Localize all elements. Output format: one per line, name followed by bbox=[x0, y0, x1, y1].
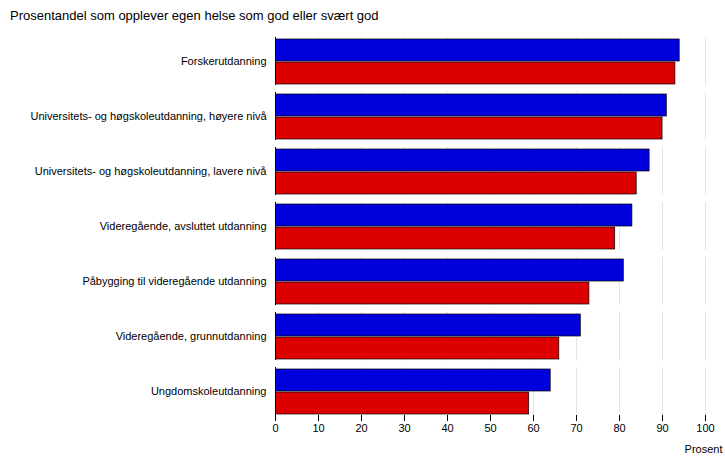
svg-text:90: 90 bbox=[656, 422, 668, 434]
svg-text:30: 30 bbox=[398, 422, 410, 434]
svg-text:10: 10 bbox=[312, 422, 324, 434]
svg-text:50: 50 bbox=[484, 422, 496, 434]
svg-text:Påbygging til videregående utd: Påbygging til videregående utdanning bbox=[82, 275, 266, 287]
svg-text:60: 60 bbox=[527, 422, 539, 434]
svg-text:Videregående, avsluttet utdann: Videregående, avsluttet utdanning bbox=[100, 220, 267, 232]
svg-text:Forskerutdanning: Forskerutdanning bbox=[181, 55, 267, 67]
svg-text:Prosent: Prosent bbox=[685, 443, 723, 455]
svg-text:40: 40 bbox=[441, 422, 453, 434]
svg-text:Universitets- og høgskoleutdan: Universitets- og høgskoleutdanning, lave… bbox=[35, 165, 268, 177]
svg-text:Ungdomskoleutdanning: Ungdomskoleutdanning bbox=[151, 385, 267, 397]
svg-text:0: 0 bbox=[272, 422, 278, 434]
svg-text:Videregående, grunnutdanning: Videregående, grunnutdanning bbox=[116, 330, 267, 342]
svg-text:Universitets- og høgskoleutdan: Universitets- og høgskoleutdanning, høye… bbox=[30, 110, 267, 122]
svg-text:20: 20 bbox=[355, 422, 367, 434]
svg-text:100: 100 bbox=[696, 422, 714, 434]
html-text:Prosentandel som opplever egen: Prosentandel som opplever egen helse som… bbox=[10, 8, 379, 23]
svg-text:80: 80 bbox=[613, 422, 625, 434]
svg-text:70: 70 bbox=[570, 422, 582, 434]
